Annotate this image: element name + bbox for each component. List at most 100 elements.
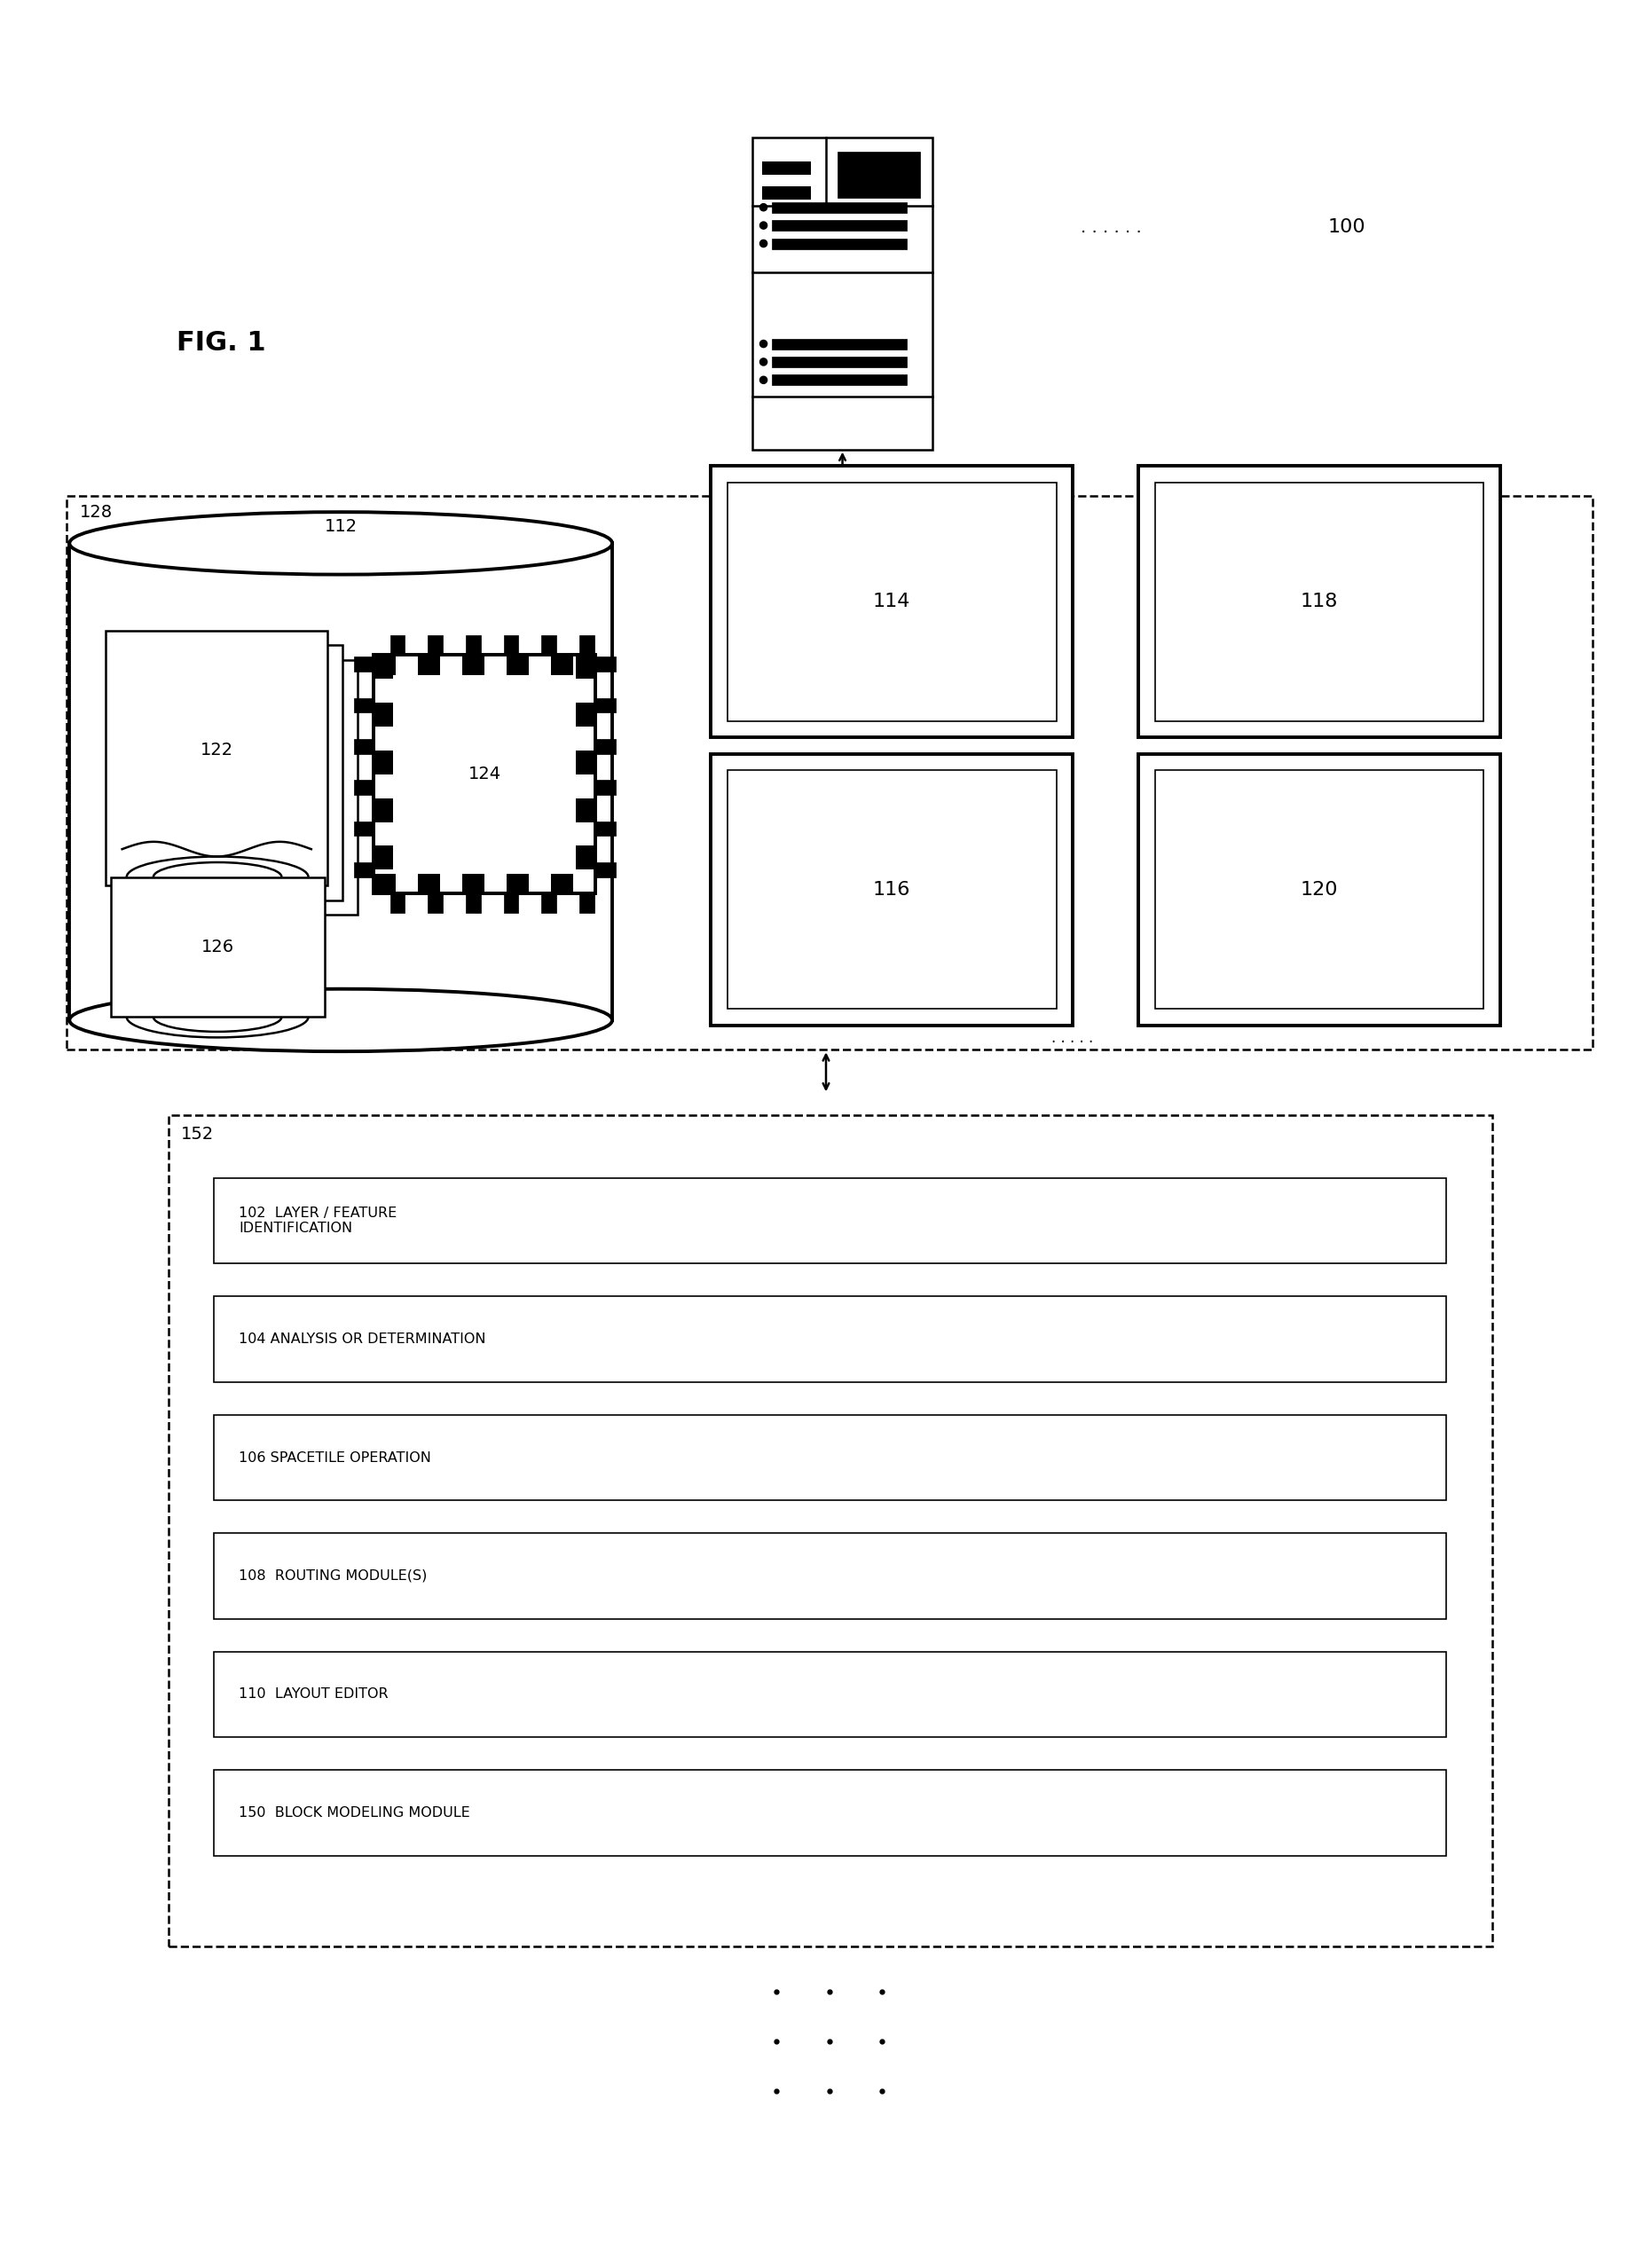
Text: 112: 112 [324,518,357,534]
Bar [135,661,357,915]
Bar [507,874,529,894]
Bar [577,799,596,822]
Circle shape [760,204,767,211]
Bar [69,543,613,1021]
Bar [577,847,596,869]
Bar [106,629,327,885]
Text: 124: 124 [468,765,501,783]
Bar [1138,754,1500,1026]
Bar [428,636,443,654]
Bar [215,1415,1446,1501]
Bar [577,702,596,727]
Bar [596,657,616,672]
Bar [373,654,393,679]
Bar [580,894,595,912]
Text: 114: 114 [872,593,910,611]
Bar [710,754,1072,1026]
Bar [215,1770,1446,1856]
Bar [169,1116,1492,1947]
Bar [596,822,616,835]
Bar [1155,482,1483,720]
Bar [838,152,920,197]
Text: 128: 128 [79,505,112,521]
Text: 152: 152 [182,1125,215,1143]
Bar [771,358,907,367]
Bar [577,654,596,679]
Bar [373,702,393,727]
Text: . . . . .: . . . . . [1052,1030,1094,1046]
Bar [215,1653,1446,1736]
Bar [771,340,907,349]
Text: 108  ROUTING MODULE(S): 108 ROUTING MODULE(S) [240,1569,428,1583]
Bar [466,636,481,654]
Bar [762,161,811,174]
Text: FIG. 1: FIG. 1 [177,331,266,355]
Text: 102  LAYER / FEATURE
IDENTIFICATION: 102 LAYER / FEATURE IDENTIFICATION [240,1207,396,1236]
Bar [504,636,519,654]
Text: 122: 122 [200,740,233,758]
Bar [752,138,933,451]
Bar [390,894,405,912]
Bar [1138,466,1500,738]
Bar [762,186,811,199]
Bar [542,636,557,654]
Bar [542,894,557,912]
Bar [580,636,595,654]
Bar [215,1533,1446,1619]
Bar [66,496,1593,1050]
Bar [463,874,484,894]
Bar [552,874,573,894]
Bar [373,749,393,774]
Bar [418,874,441,894]
Bar [428,894,443,912]
Bar [354,657,373,672]
Text: 106 SPACETILE OPERATION: 106 SPACETILE OPERATION [240,1451,431,1465]
Circle shape [760,358,767,365]
Bar [354,822,373,835]
Bar [111,876,324,1017]
Bar [373,654,396,675]
Ellipse shape [69,512,613,575]
Bar [771,220,907,231]
Bar [354,738,373,754]
Bar [710,466,1072,738]
Bar [215,1177,1446,1263]
Bar [596,697,616,713]
Bar [354,863,373,876]
Bar [596,781,616,795]
Text: 118: 118 [1300,593,1338,611]
Bar [463,654,484,675]
Circle shape [760,340,767,346]
Text: 100: 100 [1328,220,1366,235]
Text: . . . . . .: . . . . . . [1080,220,1142,235]
Bar [215,1297,1446,1381]
Bar [727,482,1056,720]
Bar [121,645,342,901]
Bar [771,201,907,213]
Bar [390,636,405,654]
Bar [771,238,907,249]
Bar [507,654,529,675]
Bar [373,799,393,822]
Bar [1155,770,1483,1010]
Bar [577,749,596,774]
Text: 116: 116 [872,881,910,899]
Circle shape [760,222,767,229]
Bar [466,894,481,912]
Bar [354,781,373,795]
Text: 150  BLOCK MODELING MODULE: 150 BLOCK MODELING MODULE [240,1807,471,1820]
Text: 126: 126 [202,940,235,955]
Circle shape [760,376,767,383]
Ellipse shape [69,989,613,1050]
Text: 110  LAYOUT EDITOR: 110 LAYOUT EDITOR [240,1687,388,1700]
Circle shape [760,240,767,247]
Bar [418,654,441,675]
Bar [373,847,393,869]
Bar [552,654,573,675]
Bar [596,863,616,876]
Bar [596,738,616,754]
Text: 104 ANALYSIS OR DETERMINATION: 104 ANALYSIS OR DETERMINATION [240,1333,486,1345]
Bar [504,894,519,912]
Bar [727,770,1056,1010]
Text: 120: 120 [1300,881,1338,899]
